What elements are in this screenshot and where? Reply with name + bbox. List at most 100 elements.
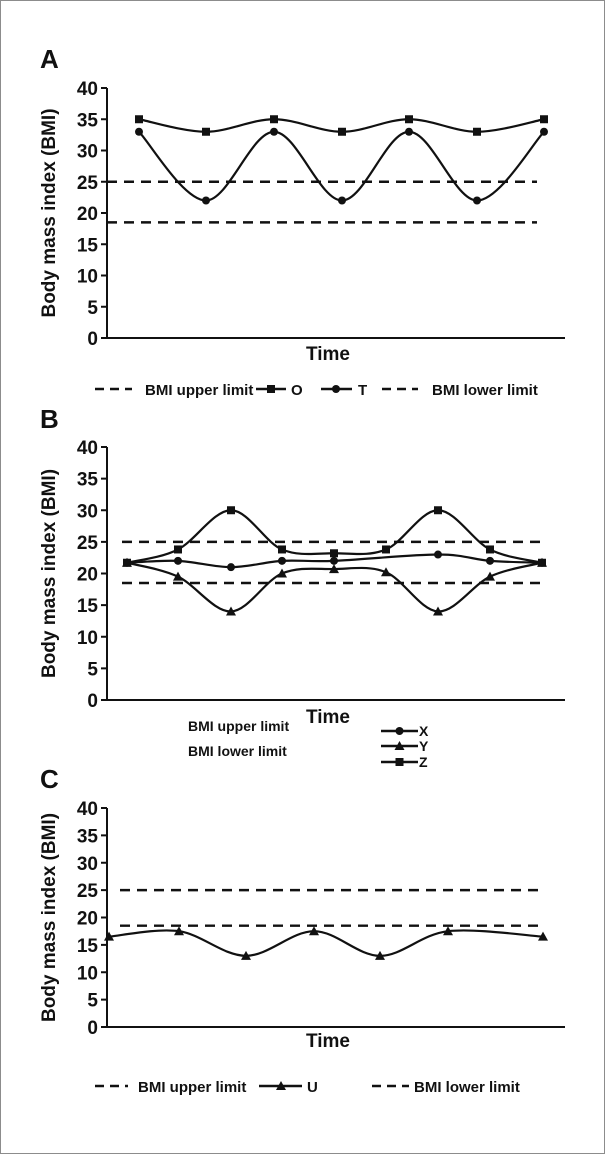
y-tick-label: 0 <box>87 691 98 712</box>
series-marker-y <box>277 568 287 578</box>
series-marker-x <box>174 556 182 565</box>
x-axis-title: Time <box>306 1031 350 1052</box>
series-marker-z <box>227 506 235 515</box>
y-tick-label: 10 <box>77 963 98 984</box>
y-tick-label: 15 <box>77 936 99 957</box>
legend-swatch-marker <box>394 741 405 750</box>
y-tick-label: 5 <box>87 991 98 1012</box>
y-axis-title: Body mass index (BMI) <box>39 469 60 678</box>
series-line-t <box>138 130 545 202</box>
series-line-u <box>108 929 544 957</box>
y-tick-label: 40 <box>77 799 98 820</box>
series-marker-z <box>174 545 182 554</box>
legend-label: BMI upper limit <box>145 382 253 399</box>
series-marker-x <box>278 556 286 565</box>
series-marker-y <box>226 606 236 616</box>
y-tick-label: 25 <box>77 533 99 554</box>
y-tick-label: 10 <box>77 628 98 649</box>
series-marker-o <box>405 115 413 124</box>
chart-panel-c: C 0 5 10 15 20 25 30 35 40 Body mass index (BMI) Ti… <box>39 764 565 1096</box>
series-marker-o <box>540 115 548 124</box>
chart-panel-b: B 0 5 10 15 20 25 30 35 40 Body mass index (BMI) Ti… <box>39 404 565 770</box>
series-marker-t <box>270 127 278 136</box>
x-axis-title: Time <box>306 707 350 728</box>
y-tick-label: 15 <box>77 596 99 617</box>
chart-panel-a: A 0 5 10 15 20 25 30 35 40 Body mass index (BMI) Ti… <box>39 44 565 399</box>
series-marker-o <box>202 127 210 136</box>
y-tick-label: 30 <box>77 501 98 522</box>
y-tick-label: 25 <box>77 881 99 902</box>
series-marker-o <box>473 127 481 136</box>
series-marker-u <box>309 926 319 936</box>
y-tick-label: 30 <box>77 854 98 875</box>
series-marker-y <box>485 571 495 581</box>
y-tick-label: 0 <box>87 1018 98 1039</box>
series-marker-t <box>405 127 413 136</box>
legend-label: BMI upper limit <box>188 718 289 734</box>
series-marker-z <box>434 506 442 515</box>
series-marker-x <box>434 550 442 559</box>
y-tick-label: 0 <box>87 329 98 350</box>
y-tick-label: 20 <box>77 204 98 225</box>
series-marker-o <box>135 115 143 124</box>
series-marker-t <box>540 127 548 136</box>
y-tick-label: 30 <box>77 142 98 163</box>
panel-label: A <box>40 44 59 74</box>
series-marker-u <box>241 950 251 960</box>
series-marker-x <box>486 556 494 565</box>
y-tick-label: 15 <box>77 235 99 256</box>
y-tick-label: 40 <box>77 79 98 100</box>
series-marker-x <box>227 563 235 572</box>
x-axis-title: Time <box>306 344 350 365</box>
series-marker-y <box>329 564 339 574</box>
legend-swatch-marker <box>276 1081 286 1090</box>
series-marker-y <box>173 571 183 581</box>
legend-label: O <box>291 382 303 399</box>
y-tick-label: 35 <box>77 826 99 847</box>
legend-label: X <box>419 723 429 739</box>
legend-label: U <box>307 1079 318 1096</box>
legend-swatch-marker <box>332 385 340 393</box>
legend-label: T <box>358 382 367 399</box>
panel-label: B <box>40 404 59 434</box>
y-tick-label: 5 <box>87 659 98 680</box>
series-marker-z <box>123 558 131 567</box>
y-tick-label: 20 <box>77 565 98 586</box>
y-tick-label: 35 <box>77 470 99 491</box>
series-marker-t <box>338 196 346 205</box>
series-marker-u <box>174 926 184 936</box>
legend-label: BMI upper limit <box>138 1079 246 1096</box>
series-marker-x <box>330 556 338 565</box>
legend-label: Z <box>419 754 428 770</box>
series-marker-z <box>382 545 390 554</box>
series-line-x <box>126 553 543 569</box>
series-marker-u <box>104 931 114 941</box>
series-marker-u <box>443 926 453 936</box>
series-marker-u <box>375 950 385 960</box>
panel-label: C <box>40 764 59 794</box>
y-tick-label: 25 <box>77 173 99 194</box>
series-marker-z <box>278 545 286 554</box>
series-marker-z <box>538 558 546 567</box>
series-marker-z <box>486 545 494 554</box>
y-tick-label: 20 <box>77 909 98 930</box>
series-marker-o <box>270 115 278 124</box>
legend-label: Y <box>419 738 429 754</box>
series-marker-o <box>338 127 346 136</box>
y-tick-label: 5 <box>87 298 98 319</box>
legend-swatch-marker <box>395 758 404 766</box>
y-axis-title: Body mass index (BMI) <box>39 108 60 317</box>
series-marker-t <box>473 196 481 205</box>
legend-swatch-marker <box>395 727 404 735</box>
series-marker-y <box>381 567 391 577</box>
legend-swatch-marker <box>267 385 275 393</box>
y-axis-title: Body mass index (BMI) <box>39 813 60 1022</box>
series-marker-z <box>330 549 338 558</box>
series-marker-t <box>202 196 210 205</box>
series-marker-t <box>135 127 143 136</box>
y-tick-label: 35 <box>77 110 99 131</box>
series-marker-y <box>433 606 443 616</box>
legend-label: BMI lower limit <box>414 1079 520 1096</box>
legend-label: BMI lower limit <box>188 743 287 759</box>
